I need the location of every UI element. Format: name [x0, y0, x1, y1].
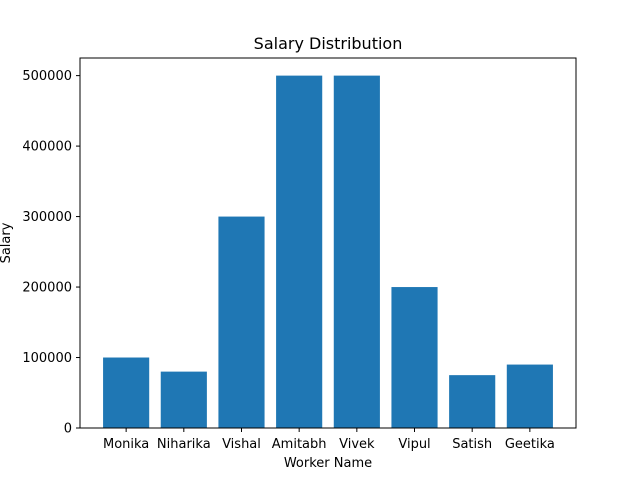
- y-tick-label: 100000: [22, 351, 72, 366]
- y-axis-label: Salary: [0, 222, 14, 263]
- y-axis: 0 100000 200000 300000 400000 500000: [22, 69, 80, 437]
- bar-vipul: [391, 287, 438, 428]
- bar-amitabh: [276, 75, 323, 429]
- x-tick-label-geetika: Geetika: [505, 437, 555, 452]
- y-tick-label: 0: [64, 422, 72, 437]
- x-tick-label-niharika: Niharika: [157, 437, 211, 452]
- y-tick-label: 300000: [22, 210, 72, 225]
- x-tick-label-vipul: Vipul: [398, 437, 430, 452]
- x-axis: Monika Niharika Vishal Amitabh Vivek Vipul Sat…: [103, 428, 555, 452]
- y-tick-label: 200000: [22, 281, 72, 296]
- bar-vivek: [333, 75, 380, 429]
- x-tick-label-vishal: Vishal: [222, 437, 261, 452]
- bar-monika: [103, 357, 150, 428]
- bar-satish: [449, 375, 496, 428]
- y-tick-label: 500000: [22, 69, 72, 84]
- bars-group: [103, 75, 553, 429]
- bar-vishal: [218, 216, 265, 428]
- x-axis-label: Worker Name: [284, 456, 372, 471]
- chart-title: Salary Distribution: [254, 34, 403, 53]
- x-tick-label-monika: Monika: [103, 437, 149, 452]
- bar-geetika: [506, 364, 553, 428]
- bar-niharika: [160, 371, 207, 428]
- x-tick-label-amitabh: Amitabh: [272, 437, 327, 452]
- x-tick-label-vivek: Vivek: [339, 437, 375, 452]
- plot-frame: [79, 57, 577, 429]
- x-tick-label-satish: Satish: [452, 437, 492, 452]
- y-tick-label: 400000: [22, 140, 72, 155]
